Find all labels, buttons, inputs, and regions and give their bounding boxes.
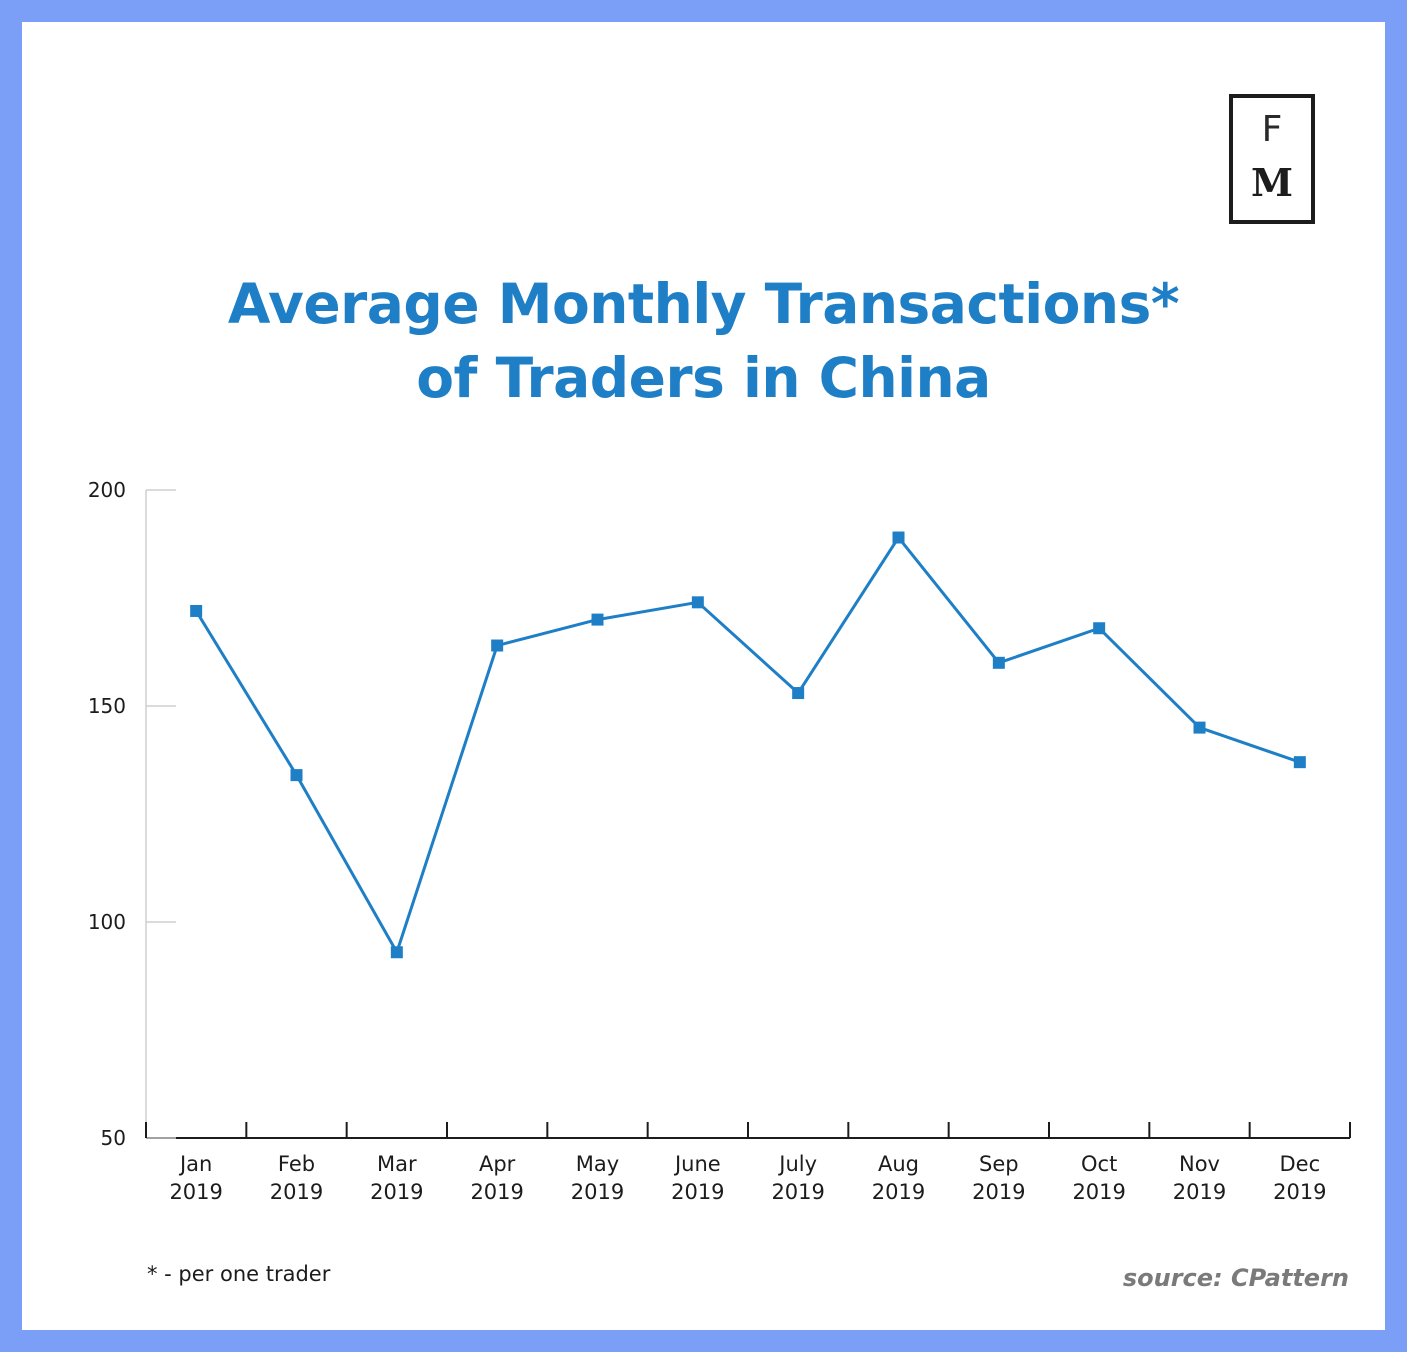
x-tick-label-month: Mar bbox=[377, 1152, 417, 1176]
x-tick-label-month: Jan bbox=[178, 1152, 212, 1176]
data-point bbox=[390, 946, 403, 959]
series-line-group bbox=[194, 536, 1301, 954]
data-point bbox=[992, 656, 1005, 669]
logo-letter-f: F bbox=[1261, 109, 1283, 150]
x-tick-label: Feb 2019 bbox=[270, 1152, 323, 1204]
data-point bbox=[290, 769, 303, 782]
chart-title-line-2: of Traders in China bbox=[416, 346, 991, 410]
x-tick-label: June 2019 bbox=[671, 1152, 724, 1204]
x-tick-label: Sep 2019 bbox=[972, 1152, 1025, 1204]
line-chart: 50 100 150 200 Jan 2019 Feb 2019 Mar 2019 Apr 2019… bbox=[88, 478, 1351, 1204]
y-tick-label: 200 bbox=[88, 478, 126, 502]
data-point bbox=[892, 531, 905, 544]
x-tick-label-month: July bbox=[777, 1152, 817, 1176]
source-credit: source: CPattern bbox=[1122, 1264, 1349, 1292]
x-tick-label-year: 2019 bbox=[571, 1180, 624, 1204]
x-tick-label-year: 2019 bbox=[972, 1180, 1025, 1204]
x-tick-label-month: Feb bbox=[278, 1152, 315, 1176]
x-tick-label-month: June bbox=[673, 1152, 721, 1176]
x-tick-label-year: 2019 bbox=[270, 1180, 323, 1204]
chart-axes bbox=[145, 490, 1350, 1139]
chart-title-line-1: Average Monthly Transactions* bbox=[227, 272, 1180, 336]
series-line bbox=[194, 536, 1301, 954]
x-tick-label-month: May bbox=[576, 1152, 619, 1176]
x-tick-label-month: Sep bbox=[979, 1152, 1019, 1176]
x-tick-label: Dec 2019 bbox=[1273, 1152, 1326, 1204]
y-tick-label: 150 bbox=[88, 694, 126, 718]
data-point bbox=[1093, 622, 1106, 635]
logo-letter-m: M bbox=[1250, 160, 1294, 205]
x-tick-label-month: Dec bbox=[1280, 1152, 1321, 1176]
chart-title: Average Monthly Transactions* of Traders… bbox=[22, 267, 1385, 415]
y-tick-label: 50 bbox=[101, 1126, 126, 1150]
x-tick-label: Apr 2019 bbox=[470, 1152, 523, 1204]
x-tick-label-month: Oct bbox=[1081, 1152, 1117, 1176]
data-point bbox=[491, 639, 504, 652]
x-tick-label-year: 2019 bbox=[470, 1180, 523, 1204]
y-tick-label: 100 bbox=[88, 910, 126, 934]
y-axis-ticks: 50 100 150 200 bbox=[88, 478, 176, 1150]
x-tick-label: Oct 2019 bbox=[1072, 1152, 1125, 1204]
x-tick-label-year: 2019 bbox=[169, 1180, 222, 1204]
data-point bbox=[591, 613, 604, 626]
data-points bbox=[190, 531, 1306, 959]
data-point bbox=[190, 604, 203, 617]
x-tick-label-year: 2019 bbox=[370, 1180, 423, 1204]
x-tick-label-year: 2019 bbox=[1273, 1180, 1326, 1204]
x-tick-label-month: Aug bbox=[878, 1152, 919, 1176]
x-axis-ticks: Jan 2019 Feb 2019 Mar 2019 Apr 2019 May 2019 June 2… bbox=[145, 1122, 1351, 1204]
x-tick-label-year: 2019 bbox=[872, 1180, 925, 1204]
data-point bbox=[1293, 756, 1306, 769]
data-point bbox=[1193, 721, 1206, 734]
infographic-card: F M Average Monthly Transactions* of Tra… bbox=[22, 22, 1385, 1330]
data-point bbox=[691, 596, 704, 609]
x-tick-label: Mar 2019 bbox=[370, 1152, 423, 1204]
data-point bbox=[792, 687, 805, 700]
x-tick-label: Nov 2019 bbox=[1173, 1152, 1226, 1204]
x-tick-label-month: Apr bbox=[479, 1152, 516, 1176]
x-tick-label: July 2019 bbox=[771, 1152, 824, 1204]
fm-logo: F M bbox=[1229, 94, 1315, 224]
x-tick-label: Jan 2019 bbox=[169, 1152, 222, 1204]
x-tick-label-year: 2019 bbox=[771, 1180, 824, 1204]
x-tick-label-year: 2019 bbox=[671, 1180, 724, 1204]
x-tick-label-year: 2019 bbox=[1072, 1180, 1125, 1204]
footnote: * - per one trader bbox=[147, 1262, 331, 1286]
x-tick-label-month: Nov bbox=[1179, 1152, 1220, 1176]
x-tick-label: May 2019 bbox=[571, 1152, 624, 1204]
x-tick-label-year: 2019 bbox=[1173, 1180, 1226, 1204]
x-tick-label: Aug 2019 bbox=[872, 1152, 925, 1204]
